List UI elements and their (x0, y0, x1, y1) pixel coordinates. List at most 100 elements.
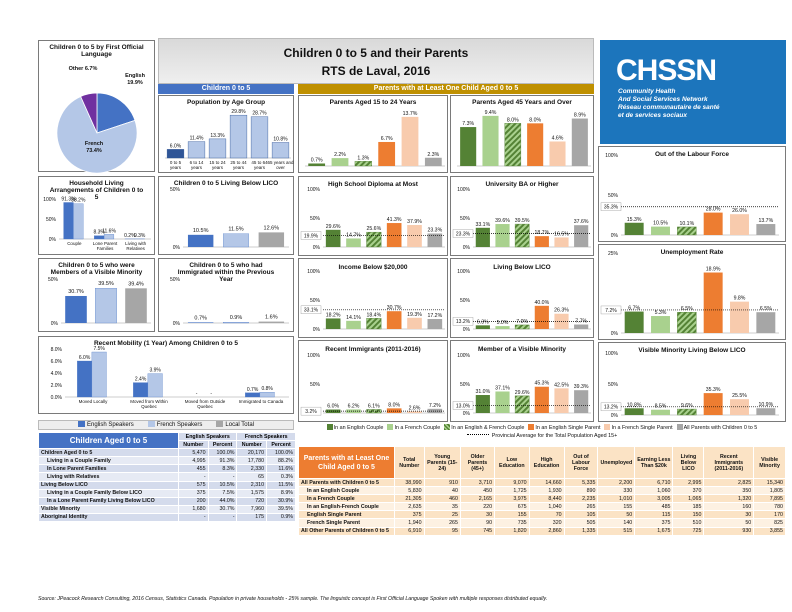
row-label: All Other Parents of Children 0 to 5 (298, 526, 395, 536)
table-cell: 220 (459, 502, 496, 512)
parents-table-title: Parents with at Least One Child Aged 0 t… (298, 446, 395, 479)
chart-title: Population by Age Group (186, 99, 266, 106)
col-header: Living Below LICO (672, 446, 705, 479)
category-label: Lone Parent (93, 241, 118, 246)
col-header: Earning Less Than $20k (634, 446, 674, 479)
table-cell: 735 (494, 518, 530, 528)
parents-legend: In an English Couple In a French Couple … (298, 424, 786, 444)
bar (366, 318, 382, 330)
chart-title: Visible Minority Living Below LICO (638, 347, 746, 354)
table-cell: 505 (563, 518, 599, 528)
data-label: 29.6% (326, 224, 341, 230)
table-cell: 39.5% (266, 504, 296, 514)
high-school-panel: High School Diploma at Most 0% 50% 100% 29.… (298, 176, 448, 256)
data-label: 30.7% (68, 289, 84, 295)
table-cell: 575 (178, 480, 209, 490)
data-label: 13.7% (403, 111, 418, 117)
table-cell: 1,065 (672, 494, 705, 504)
data-label: 9.4% (485, 110, 497, 116)
row-label: Aboriginal Identity (38, 512, 179, 523)
legend-label: Local Total (225, 422, 254, 428)
data-label: 28.7% (252, 111, 267, 117)
table-cell: 30.9% (266, 496, 296, 506)
table-cell: - (178, 472, 209, 482)
bar (125, 288, 147, 323)
table-cell: 95 (423, 526, 461, 536)
data-label: 31.0% (475, 389, 490, 395)
data-label: 7.5% (93, 346, 105, 352)
col-header: Low Education (494, 446, 530, 479)
bar (424, 157, 442, 166)
data-label: 0.9% (230, 315, 243, 321)
legend-label: French Speakers (156, 422, 203, 428)
living-arrangements-panel: Household Living Arrangements of Childre… (38, 176, 155, 255)
table-cell: 15,340 (753, 477, 786, 488)
data-label: 39.5% (515, 218, 530, 224)
average-label: 7.2% (605, 308, 617, 314)
tick-label: 6.0% (51, 359, 63, 365)
bar (386, 408, 402, 413)
bar (271, 142, 290, 159)
row-label: In an English-French Couple (298, 502, 395, 512)
table-cell: 30 (703, 510, 755, 520)
tick-label: 50% (170, 277, 181, 283)
table-cell: 265 (423, 518, 461, 528)
data-label: 18.9% (706, 267, 721, 273)
category-label: Quebec (197, 404, 214, 409)
parents-visible-minority-chart: 0% 50% 100% 31.0% 37.1% 29.6% 45.3% 42.5% 39.3% 1… (452, 353, 591, 417)
table-cell: 1,010 (597, 494, 636, 504)
table-cell: 1,320 (703, 494, 755, 504)
row-label: All Parents with Children 0 to 5 (298, 477, 395, 488)
unemployment-panel: Unemployment Rate 0% 25% 6.7% 5.3% 6.5% 18.9%… (598, 244, 786, 340)
bar (756, 224, 776, 235)
data-label: 37.1% (495, 385, 510, 391)
age-group-panel: Population by Age Group 6.0% 0 to 5 years 1… (158, 95, 294, 173)
bar (223, 233, 249, 248)
table-cell: 88.2% (266, 456, 296, 466)
data-label: 2.6% (409, 405, 421, 411)
category-label: Moved from Outside (185, 399, 226, 404)
tick-label: 2.0% (51, 383, 63, 389)
bar (147, 373, 163, 398)
bar (677, 408, 697, 416)
data-label: 7.3% (462, 121, 474, 127)
pie-slice (80, 92, 98, 134)
bar (514, 223, 530, 248)
table-cell: 21,305 (394, 494, 425, 504)
average-box (300, 406, 322, 416)
bar (77, 360, 93, 398)
table-cell: 1,680 (178, 504, 209, 514)
table-cell: 725 (672, 526, 705, 536)
bar (574, 225, 589, 247)
col-header: Unemployed (597, 446, 636, 479)
tick-label: 25% (608, 251, 619, 257)
table-row: Living in a Couple Family Below LICO 375 7… (38, 488, 296, 498)
tick-label: 100% (43, 197, 56, 203)
table-row: Children Aged 0 to 5 5,470 100.0% 20,170 100… (38, 448, 296, 458)
tick-label: 50% (460, 216, 471, 222)
table-cell: 4,995 (178, 456, 209, 466)
category-label: Immigrated to Canada (239, 399, 284, 404)
table-cell: 1,675 (634, 526, 674, 536)
table-cell: 2,200 (597, 477, 636, 488)
table-cell: 2,235 (563, 494, 599, 504)
data-label: 39.4% (128, 281, 144, 287)
legend-label: In an English Single Parent (535, 425, 601, 431)
data-label: 0.8% (261, 386, 273, 392)
bar (331, 158, 349, 166)
logo-wordmark: CHSSN (616, 54, 717, 87)
table-cell: 1,805 (753, 486, 786, 496)
data-label: 16.5% (554, 231, 569, 237)
table-cell: 510 (672, 518, 705, 528)
bar (258, 321, 285, 323)
data-label: 6.5% (760, 306, 772, 312)
parents-15-24-chart: 0.7% 2.2% 1.3% 6.7% 13.7% 2.3% (305, 111, 445, 167)
table-cell: 3,710 (459, 477, 496, 488)
table-cell: 8,440 (528, 494, 565, 504)
category-label: Moved Locally (79, 399, 109, 404)
table-cell: 1,930 (528, 486, 565, 496)
bar (756, 408, 776, 415)
bar (574, 324, 589, 329)
chart-title: Parents Aged 45 Years and Over (472, 99, 572, 106)
bar (651, 226, 670, 235)
